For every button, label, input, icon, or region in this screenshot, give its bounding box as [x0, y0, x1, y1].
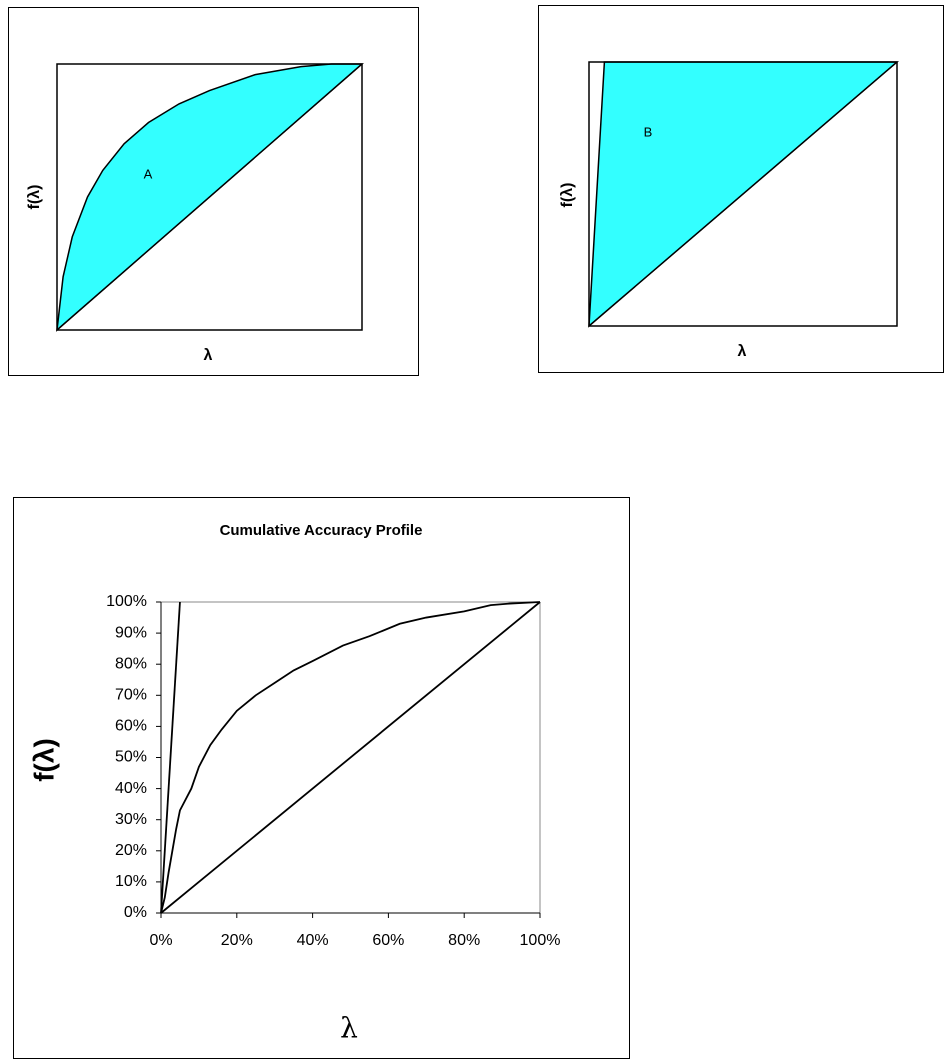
- y-tick-label: 100%: [106, 593, 147, 610]
- y-axis-label: f(λ): [26, 185, 43, 210]
- annotation: A: [144, 166, 153, 181]
- y-axis-label: f(λ): [559, 183, 576, 208]
- x-tick-label: 100%: [520, 932, 561, 949]
- y-axis-label: f(λ): [28, 738, 59, 782]
- x-tick-label: 0%: [149, 932, 172, 949]
- x-axis-label: λ: [204, 347, 213, 364]
- line: [160, 601, 541, 914]
- y-tick-label: 80%: [115, 655, 147, 672]
- annotation: B: [644, 124, 653, 139]
- line: [160, 601, 181, 914]
- plot-frame: [56, 63, 363, 331]
- diagonal: [588, 61, 898, 327]
- y-tick-label: 90%: [115, 624, 147, 641]
- chart-title: Cumulative Accuracy Profile: [220, 522, 423, 539]
- y-tick-label: 70%: [115, 687, 147, 704]
- y-tick-label: 60%: [115, 718, 147, 735]
- x-tick-label: 80%: [448, 932, 480, 949]
- plot-frame: [588, 61, 898, 327]
- x-axis-label: λ: [738, 343, 747, 360]
- panel-frame: [13, 497, 630, 1059]
- diagonal: [56, 63, 363, 331]
- x-axis-label: λ: [340, 1012, 358, 1045]
- x-tick-label: 60%: [372, 932, 404, 949]
- y-tick-label: 10%: [115, 873, 147, 890]
- y-tick-label: 40%: [115, 780, 147, 797]
- y-tick-label: 0%: [124, 904, 147, 921]
- y-tick-label: 20%: [115, 842, 147, 859]
- x-tick-label: 20%: [221, 932, 253, 949]
- line: [160, 601, 541, 914]
- y-tick-label: 30%: [115, 811, 147, 828]
- x-tick-label: 40%: [297, 932, 329, 949]
- y-tick-label: 50%: [115, 749, 147, 766]
